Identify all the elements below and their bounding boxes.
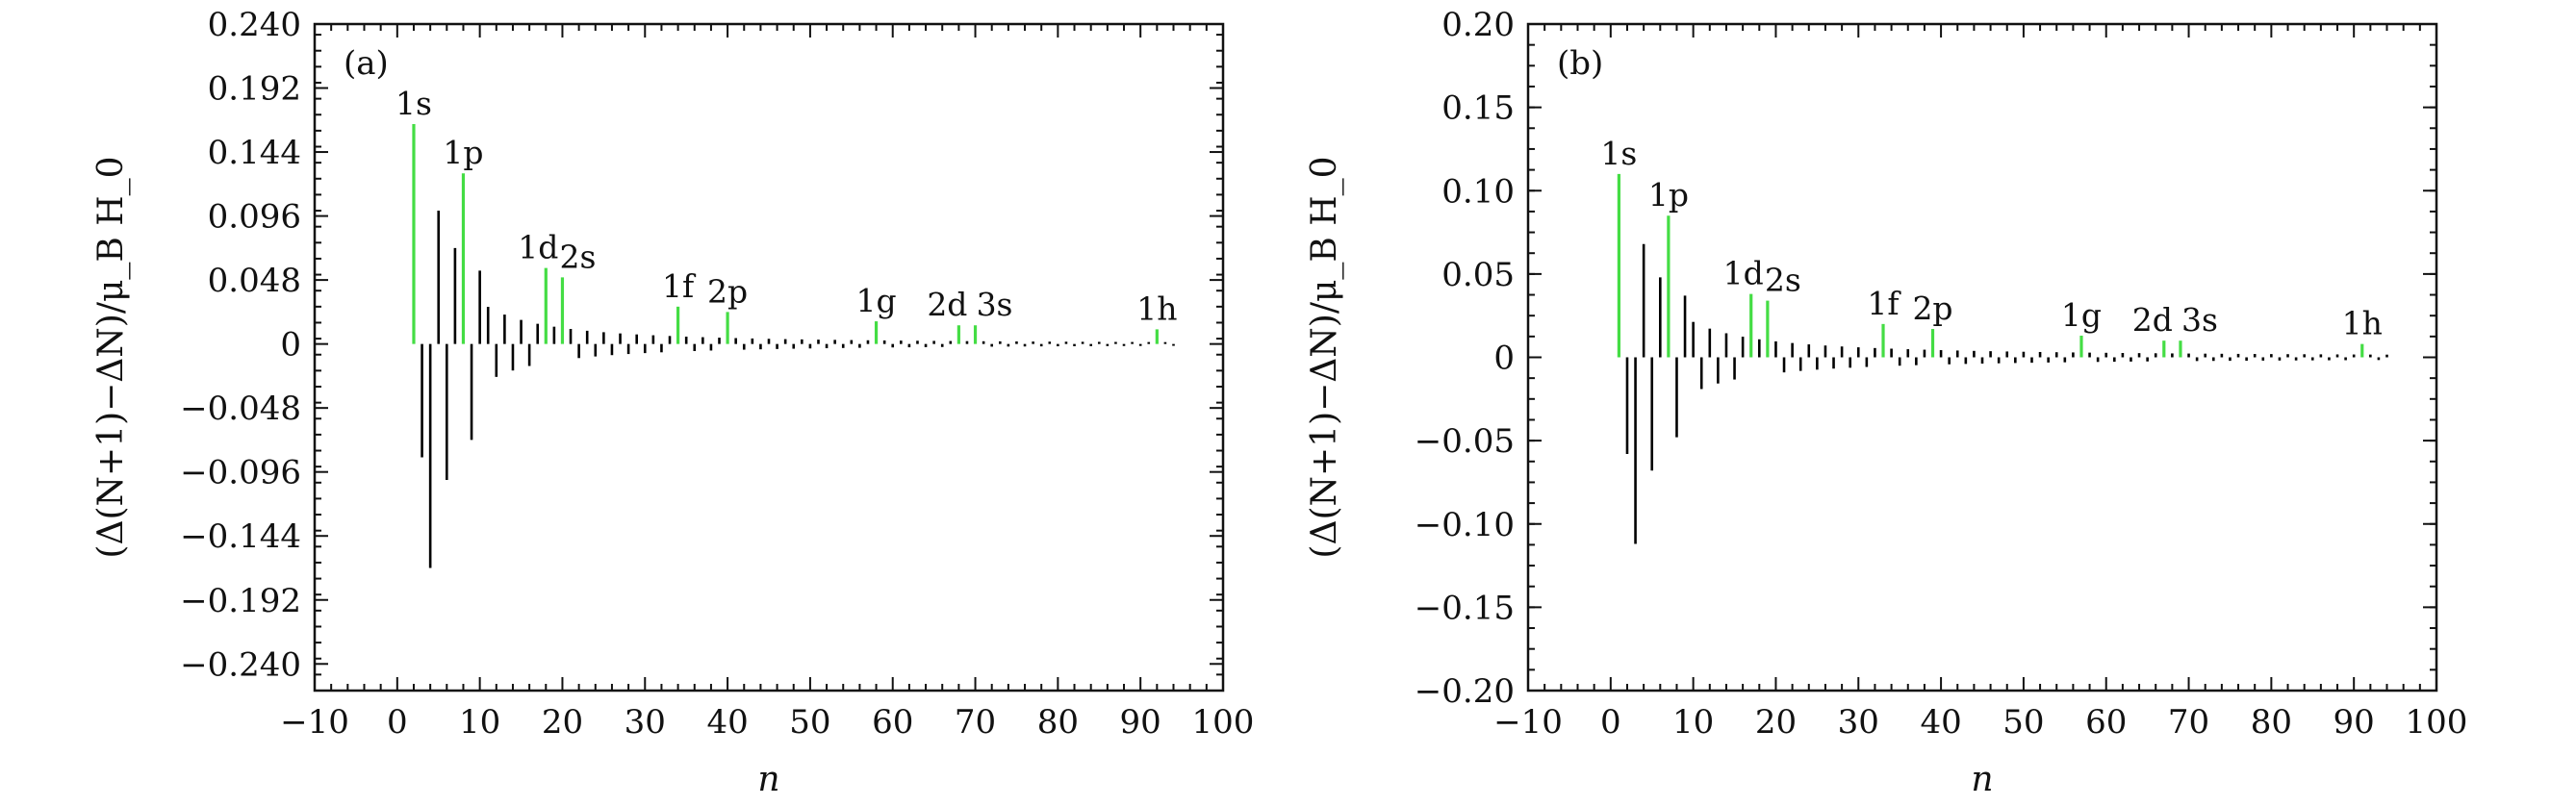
shell-label-1f: 1f [662,267,697,305]
y-tick-label: −0.096 [180,454,301,492]
x-tick-label: 10 [1672,703,1714,742]
panel-label: (a) [344,44,389,83]
y-tick-label: −0.240 [180,645,301,684]
shell-label-2p: 2p [707,272,748,310]
y-tick-label: 0 [280,326,301,365]
x-axis-label: n [757,760,779,799]
shell-label-1f: 1f [1867,285,1901,322]
shell-label-1d: 1d [1723,255,1764,292]
y-tick-label: −0.20 [1415,672,1515,711]
shell-label-1p: 1p [443,134,483,171]
y-tick-label: −0.192 [180,582,301,620]
y-tick-label: −0.048 [180,390,301,428]
y-tick-label: 0.05 [1441,256,1515,294]
chart-panel-b: −10 0 10 20 30 40 50 60 70 80 90 100 0.20 0.15 0.10 0.0… [1305,6,2467,799]
y-tick-label: 0.048 [208,262,301,300]
y-tick-label: −0.10 [1415,506,1515,544]
shell-label-1g: 1g [856,282,897,319]
x-tick-label: 100 [1192,703,1255,742]
x-tick-label: 30 [625,703,666,742]
y-tick-label: −0.144 [180,517,301,556]
x-tick-label: 10 [459,703,500,742]
x-tick-label: 20 [542,703,583,742]
x-axis-label: n [1971,760,1993,799]
x-tick-label: 50 [789,703,830,742]
x-tick-label: 60 [872,703,913,742]
x-tick-label: 100 [2406,703,2468,742]
y-tick-label: 0.15 [1441,89,1515,128]
x-tick-label: −10 [280,703,349,742]
shell-label-2p: 2p [1912,290,1952,327]
x-tick-label: 80 [1037,703,1079,742]
x-tick-label: −10 [1493,703,1563,742]
shell-label-3s: 3s [2181,301,2218,339]
shell-label-1s: 1s [395,85,432,122]
x-tick-label: 70 [2168,703,2209,742]
x-tick-label: 70 [955,703,996,742]
y-tick-label: 0 [1493,340,1515,378]
shell-label-1d: 1d [518,229,558,266]
x-tick-label: 20 [1755,703,1797,742]
shell-label-2s: 2s [1765,262,1801,299]
x-tick-label: 60 [2085,703,2127,742]
shell-label-3s: 3s [977,286,1013,323]
y-tick-label: 0.144 [208,134,301,172]
x-tick-label: 30 [1838,703,1879,742]
shell-label-2d: 2d [2132,301,2173,339]
x-tick-label: 50 [2002,703,2044,742]
y-tick-label: −0.15 [1415,589,1515,627]
shell-label-2d: 2d [927,286,967,323]
chart-panel-a: −10 0 10 20 30 40 50 60 70 80 90 100 0.240 0.192 0.144… [91,6,1254,799]
x-tick-label: 0 [387,703,408,742]
y-tick-label: −0.05 [1415,422,1515,461]
y-tick-label: 0.20 [1441,6,1515,44]
y-axis-label: (Δ(N+1)−ΔN)/μ_B H_0 [91,156,131,558]
panel-label: (b) [1557,44,1603,83]
shell-label-1h: 1h [2342,305,2383,342]
y-tick-label: 0.240 [208,6,301,44]
y-axis-label: (Δ(N+1)−ΔN)/μ_B H_0 [1305,156,1344,558]
x-tick-label: 80 [2251,703,2292,742]
x-tick-label: 90 [2334,703,2375,742]
y-tick-label: 0.10 [1441,172,1515,211]
x-tick-label: 40 [1920,703,1961,742]
shell-label-1h: 1h [1136,290,1177,327]
y-tick-label: 0.192 [208,70,301,109]
x-tick-label: 90 [1120,703,1161,742]
x-tick-label: 40 [706,703,748,742]
shell-label-2s: 2s [559,238,596,275]
shell-label-1s: 1s [1600,135,1637,172]
shell-label-1p: 1p [1648,176,1689,214]
shell-label-1g: 1g [2061,296,2102,334]
plot-frame [313,22,1225,693]
y-tick-label: 0.096 [208,198,301,237]
x-tick-label: 0 [1600,703,1621,742]
